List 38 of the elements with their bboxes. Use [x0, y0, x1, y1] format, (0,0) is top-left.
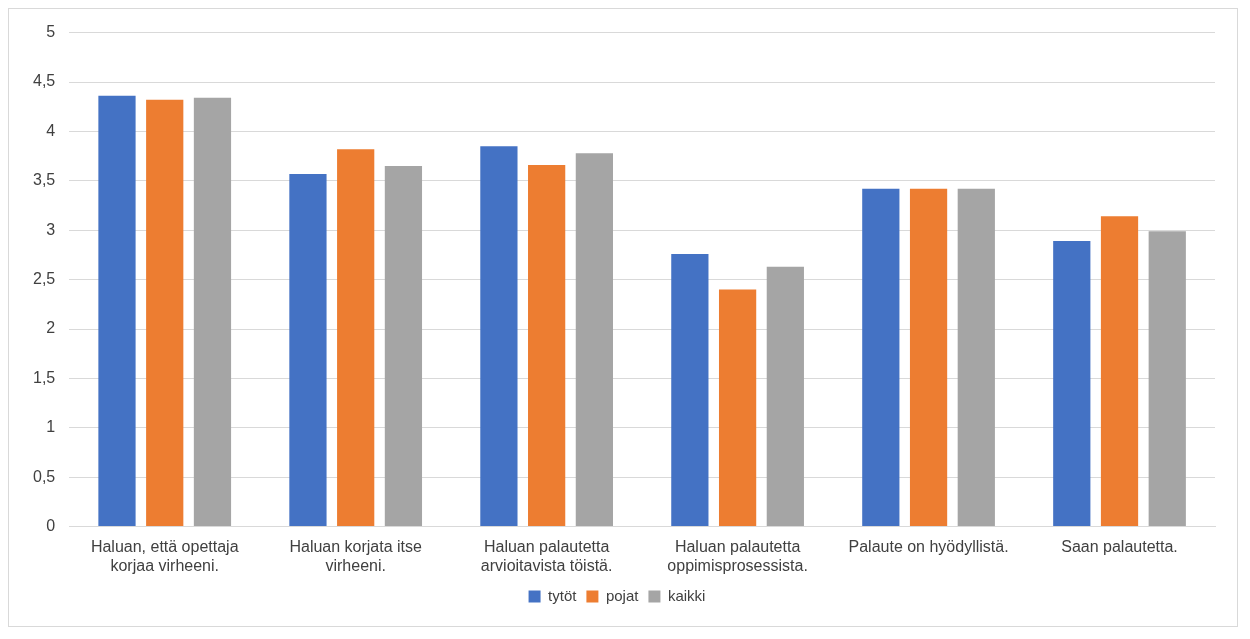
bar — [957, 188, 995, 527]
y-tick-label: 0 — [46, 517, 56, 535]
bar — [98, 95, 136, 527]
bar — [528, 164, 566, 527]
bar — [146, 99, 184, 527]
bar — [766, 266, 804, 527]
legend-label: pojat — [605, 586, 640, 604]
bar — [718, 289, 757, 527]
x-tick-label: Haluan palautetta oppimisprosessista. — [667, 537, 808, 574]
bar — [909, 188, 948, 527]
x-tick-label: Palaute on hyödyllistä. — [848, 537, 1009, 555]
x-tick-label: Haluan, että opettaja korjaa virheeni. — [90, 537, 239, 574]
x-tick-label: Saan palautetta. — [1061, 537, 1178, 555]
y-tick-label: 1 — [46, 418, 56, 436]
bar — [575, 153, 613, 527]
bar — [1053, 241, 1091, 527]
bar — [384, 165, 423, 527]
y-tick-label: 4 — [46, 121, 56, 139]
bar — [289, 173, 327, 527]
x-tick-label: Haluan palautetta arvioitavista töistä. — [480, 537, 613, 574]
y-tick-label: 5 — [46, 23, 56, 41]
y-tick-label: 1,5 — [32, 368, 56, 386]
y-tick-label: 2 — [46, 319, 56, 337]
y-tick-label: 2,5 — [32, 270, 56, 288]
x-tick-label: Haluan korjata itse virheeni. — [289, 537, 423, 574]
y-tick-label: 3,5 — [32, 171, 56, 189]
y-tick-label: 0,5 — [32, 467, 56, 485]
bar — [1148, 231, 1186, 527]
bar — [1100, 216, 1139, 527]
bar — [480, 146, 518, 527]
bar — [862, 188, 900, 527]
bar — [671, 253, 709, 527]
y-tick-label: 4,5 — [32, 72, 56, 90]
bar — [193, 97, 232, 527]
bar — [337, 149, 375, 527]
legend-label: kaikki — [667, 586, 706, 604]
y-tick-label: 3 — [46, 220, 56, 238]
legend-label: tytöt — [548, 586, 578, 604]
